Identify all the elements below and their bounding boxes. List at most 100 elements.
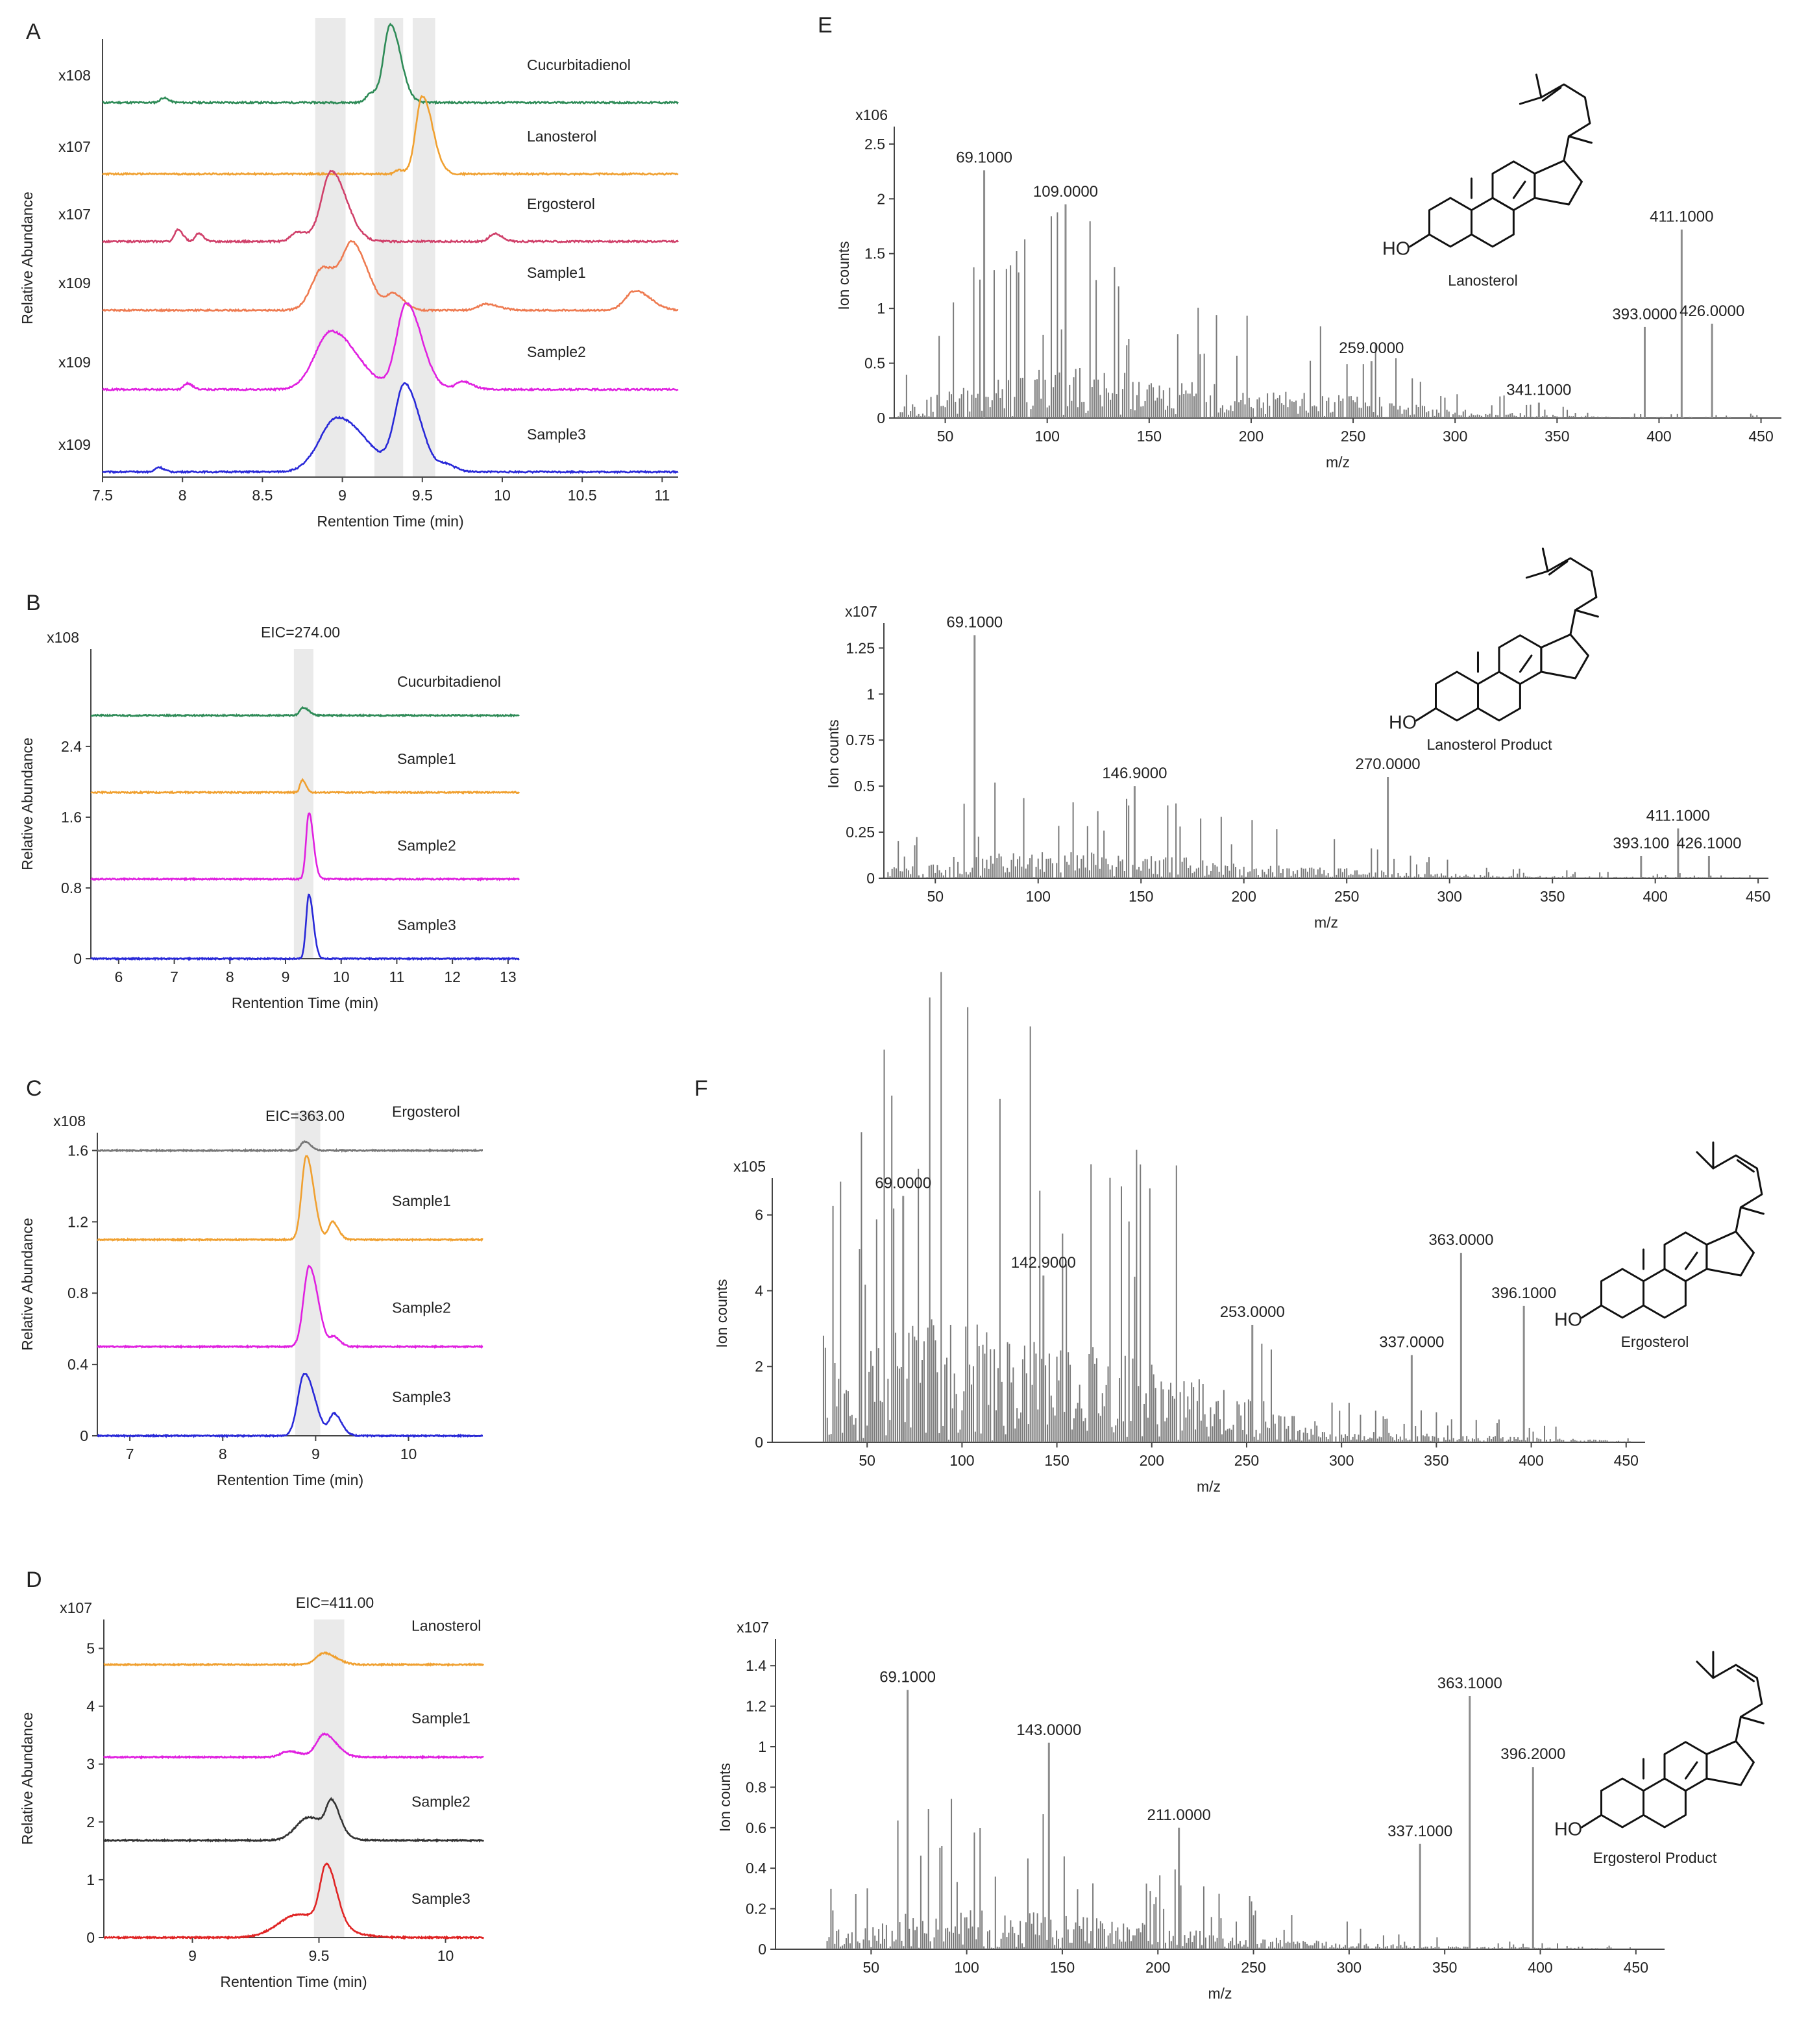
peak-label: 426.1000 xyxy=(1676,835,1741,852)
trace-label: Sample3 xyxy=(397,917,456,933)
trace-label: Sample2 xyxy=(527,343,586,360)
trace-sample3 xyxy=(97,1372,483,1438)
trace-label: Sample1 xyxy=(397,750,456,767)
y-tick-label: 2.4 xyxy=(61,738,82,755)
panel-label: C xyxy=(26,1076,42,1101)
x-tick-label: 10 xyxy=(333,968,350,985)
y-scale-factor: x107 xyxy=(58,138,91,155)
isopropyl xyxy=(1696,1141,1715,1170)
structure-name: Lanosterol Product xyxy=(1426,736,1552,753)
x-tick-label: 300 xyxy=(1437,888,1461,905)
peak-label: 69.1000 xyxy=(879,1669,936,1686)
y-tick-label: 1.2 xyxy=(746,1698,766,1715)
trace-sample3 xyxy=(102,382,679,474)
trace-sample1 xyxy=(103,1732,484,1760)
trace-sample1 xyxy=(97,1155,483,1242)
peak-label: 363.0000 xyxy=(1428,1231,1493,1249)
trace-label: Lanosterol xyxy=(411,1617,481,1634)
trace-label: Sample2 xyxy=(411,1793,470,1810)
side-chain xyxy=(1712,1664,1763,1742)
trace-label: Sample1 xyxy=(411,1710,470,1727)
x-axis-title: m/z xyxy=(1314,914,1338,931)
x-tick-label: 9 xyxy=(188,1947,197,1964)
trace-label: Ergosterol xyxy=(392,1103,460,1120)
x-tick-label: 450 xyxy=(1748,428,1773,445)
y-scale-factor: x107 xyxy=(58,206,91,223)
panel-label: B xyxy=(26,591,41,615)
x-tick-label: 50 xyxy=(937,428,954,445)
ring-b xyxy=(1477,671,1521,722)
y-tick-label: 0.25 xyxy=(846,824,875,841)
oh-bond xyxy=(1581,1304,1603,1319)
peak-label: 142.9000 xyxy=(1011,1254,1076,1272)
highlight-band xyxy=(313,1619,345,1938)
x-tick-label: 11 xyxy=(654,487,670,504)
trace-label: Sample3 xyxy=(392,1388,451,1405)
x-axis-title: Rentention Time (min) xyxy=(220,1973,367,1990)
ring-c xyxy=(1663,1741,1708,1792)
x-tick-label: 100 xyxy=(1026,888,1051,905)
double-bond xyxy=(1736,1669,1755,1682)
x-tick-label: 350 xyxy=(1540,888,1565,905)
highlight-band xyxy=(293,649,313,959)
oh-bond xyxy=(1581,1814,1603,1829)
peak-label: 393.100 xyxy=(1613,835,1669,852)
dimethyl xyxy=(1525,547,1549,579)
panel-b-eic-274: B Relative Abundance 6 7 8 9 10 11 12 13 Rententio… xyxy=(19,591,520,1011)
x-tick-label: 300 xyxy=(1443,428,1467,445)
x-tick-label: 10.5 xyxy=(568,487,597,504)
panel-a-chromatogram: A Relative Abundance 7.5 8 8.5 9 9.5 10 10.5 11 Re… xyxy=(19,18,679,530)
y-tick-label: 0 xyxy=(86,1929,95,1946)
y-axis-title: Ion counts xyxy=(835,241,852,310)
angular-methyls xyxy=(1470,177,1526,199)
ring-d xyxy=(1705,1740,1755,1786)
peak-label: 337.1000 xyxy=(1387,1823,1452,1840)
methyl xyxy=(1739,1716,1765,1725)
x-tick-label: 400 xyxy=(1519,1452,1543,1469)
trace-label: Sample2 xyxy=(392,1299,451,1316)
y-scale-factor: x108 xyxy=(53,1113,86,1129)
peak-label: 396.1000 xyxy=(1491,1285,1556,1302)
x-tick-label: 8 xyxy=(178,487,187,504)
ring-a xyxy=(1435,671,1479,722)
panel-f-ergosterol-product-spectrum: 50 100 150 200 250 300 350 400 450 0 0.2 0.4 0.6 0.8 1… xyxy=(716,1619,1765,2002)
highlight-band xyxy=(295,1111,321,1436)
x-tick-label: 10 xyxy=(494,487,511,504)
trace-label: Ergosterol xyxy=(527,195,595,212)
x-tick-label: 150 xyxy=(1137,428,1162,445)
y-tick-label: 2 xyxy=(86,1814,95,1830)
structure-name: Ergosterol Product xyxy=(1593,1849,1717,1866)
structure-ergosterol: HO xyxy=(1554,1141,1765,1331)
trace-label: Sample2 xyxy=(397,837,456,854)
dimethyl xyxy=(1519,73,1543,105)
y-tick-label: 2.5 xyxy=(864,136,885,153)
y-tick-label: 1.6 xyxy=(67,1142,88,1159)
x-axis-title: m/z xyxy=(1208,1985,1232,2002)
peak-label: 393.0000 xyxy=(1612,306,1677,323)
x-tick-label: 100 xyxy=(1035,428,1060,445)
x-tick-label: 9 xyxy=(312,1446,320,1462)
ring-b xyxy=(1643,1268,1687,1319)
eic-title: EIC=274.00 xyxy=(261,624,340,641)
y-tick-label: 2 xyxy=(755,1358,763,1375)
hydroxyl-label: HO xyxy=(1382,239,1410,260)
x-axis-title: Rentention Time (min) xyxy=(232,994,378,1011)
y-scale-factor: x109 xyxy=(58,275,91,291)
trace-ergosterol xyxy=(97,1140,483,1153)
trace-ergosterol xyxy=(102,169,679,244)
y-tick-label: 0 xyxy=(755,1434,763,1451)
x-tick-label: 150 xyxy=(1050,1959,1075,1976)
x-axis-title: Rentention Time (min) xyxy=(217,1471,363,1488)
y-tick-label: 1.6 xyxy=(61,809,82,826)
panel-c-eic-363: C Relative Abundance 7 8 9 10 Rentention Time … xyxy=(19,1076,483,1488)
double-bond xyxy=(1548,560,1569,576)
x-tick-label: 9.5 xyxy=(309,1947,330,1964)
peak-label: 411.1000 xyxy=(1646,807,1710,824)
y-axis-title: Relative Abundance xyxy=(19,191,36,325)
y-axis-title: Ion counts xyxy=(716,1763,733,1832)
panel-f-ergosterol-spectrum: F 50 100 150 200 250 300 350 400 450 0 2 4 6 x105 m/z Io… xyxy=(694,972,1765,1495)
trace-label: Cucurbitadienol xyxy=(527,56,631,73)
oh-bond xyxy=(1409,233,1431,248)
y-tick-label: 0.8 xyxy=(67,1285,88,1301)
